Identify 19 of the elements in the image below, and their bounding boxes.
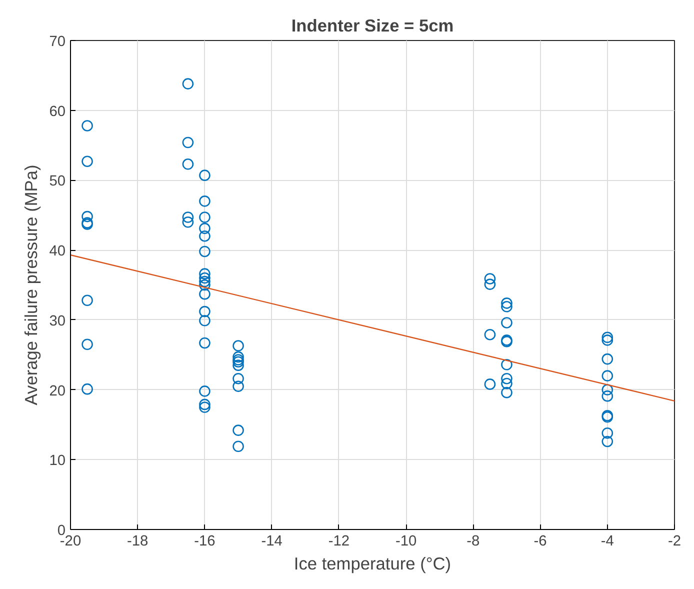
x-tick-label: -14	[261, 534, 282, 550]
y-tick-label: 10	[49, 453, 66, 470]
y-tick-label: 40	[49, 244, 66, 260]
y-axis-title: Average failure pressure (MPa)	[21, 164, 42, 406]
x-tick-label: -12	[328, 534, 350, 550]
y-tick-label: 60	[49, 104, 66, 120]
x-tick-label: -6	[534, 534, 547, 550]
x-tick-label: -16	[194, 534, 216, 550]
chart-title: Indenter Size = 5cm	[291, 16, 454, 36]
x-axis-title: Ice temperature (°C)	[294, 554, 452, 574]
y-tick-label: 30	[49, 313, 66, 330]
x-tick-label: -18	[127, 534, 148, 550]
x-tick-label: -10	[395, 534, 417, 550]
x-tick-label: -4	[600, 534, 614, 550]
y-tick-label: 20	[49, 383, 66, 400]
y-tick-label: 70	[49, 34, 66, 50]
x-tick-label: -2	[668, 534, 682, 550]
y-tick-label: 50	[49, 174, 66, 190]
x-tick-label: -8	[466, 534, 480, 550]
